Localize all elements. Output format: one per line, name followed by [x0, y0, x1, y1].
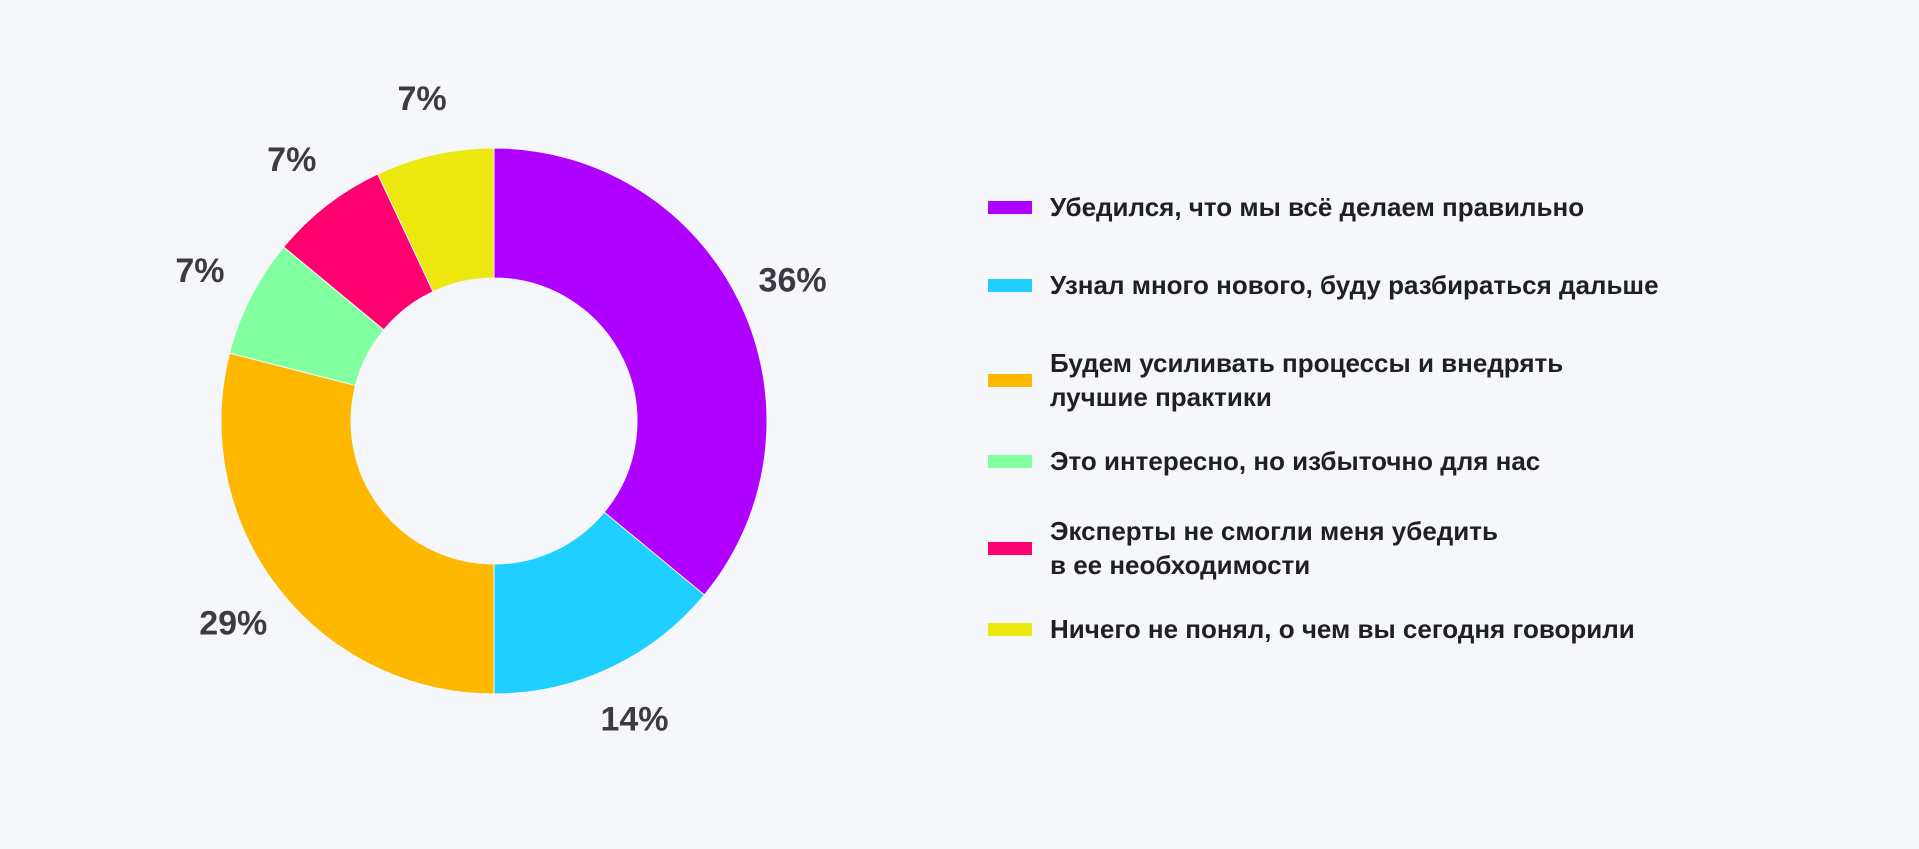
donut-slice-1 [493, 147, 768, 596]
donut-slice-6 [377, 147, 495, 293]
donut-chart: 36% 14% 29% 7% 7% 7% [175, 80, 826, 739]
legend-swatch [988, 200, 1032, 214]
legend-label: Это интересно, но избыточно для нас [1050, 446, 1541, 476]
legend-swatch [988, 541, 1032, 555]
donut-slices [220, 147, 768, 695]
legend-item: Будем усиливать процессы и внедрять лучш… [988, 346, 1563, 414]
slice-percentage-label: 7% [267, 141, 316, 179]
legend-label: Узнал много нового, буду разбираться дал… [1050, 270, 1659, 300]
slice-percentage-label: 29% [199, 604, 267, 642]
percentage-labels: 36% 14% 29% 7% 7% 7% [175, 80, 826, 739]
legend-item: Ничего не понял, о чем вы сегодня говори… [988, 612, 1635, 646]
legend-item: Узнал много нового, буду разбираться дал… [988, 268, 1659, 302]
legend-item: Убедился, что мы всё делаем правильно [988, 190, 1584, 224]
legend-label: Убедился, что мы всё делаем правильно [1050, 192, 1585, 222]
legend-label: Эксперты не смогли меня убедить в ее нео… [1050, 516, 1498, 580]
legend-label: Ничего не понял, о чем вы сегодня говори… [1050, 614, 1635, 644]
donut-slice-2 [493, 511, 706, 695]
legend-swatch [988, 622, 1032, 636]
legend-swatch [988, 278, 1032, 292]
legend-swatch [988, 373, 1032, 387]
slice-percentage-label: 14% [600, 701, 668, 739]
slice-percentage-label: 7% [175, 252, 224, 290]
legend-item: Это интересно, но избыточно для нас [988, 444, 1540, 478]
slice-percentage-label: 36% [759, 261, 827, 299]
legend-swatch [988, 454, 1032, 468]
legend-label: Будем усиливать процессы и внедрять лучш… [1050, 348, 1564, 412]
slice-percentage-label: 7% [397, 80, 446, 118]
donut-slice-3 [220, 352, 495, 695]
legend-item: Эксперты не смогли меня убедить в ее нео… [988, 514, 1498, 582]
